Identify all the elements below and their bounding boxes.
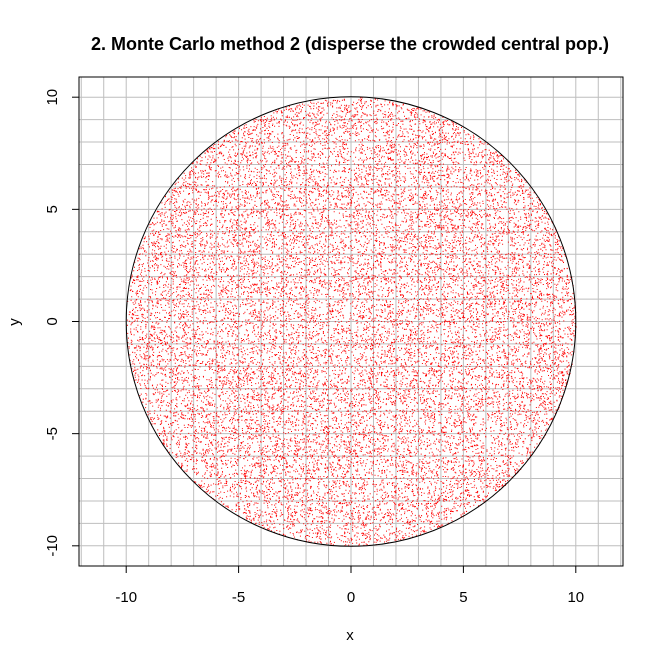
x-tick-label: 5 xyxy=(459,589,467,606)
y-tick-label: -5 xyxy=(44,427,61,440)
x-tick-label: -5 xyxy=(232,589,245,606)
chart-title: 2. Monte Carlo method 2 (disperse the cr… xyxy=(91,34,609,54)
x-axis: -10 -5 0 5 10 xyxy=(115,565,584,606)
y-tick-label: 5 xyxy=(44,205,61,213)
y-axis: -10 -5 0 5 10 xyxy=(44,89,80,557)
y-tick-label: -10 xyxy=(44,535,61,557)
y-axis-label: y xyxy=(6,318,23,326)
boundary-circle xyxy=(125,96,577,547)
y-tick-label: 10 xyxy=(44,89,61,106)
grid xyxy=(79,77,623,566)
points-layer xyxy=(127,97,577,547)
x-tick-label: 0 xyxy=(347,589,355,606)
x-tick-label: -10 xyxy=(115,589,137,606)
x-axis-label: x xyxy=(346,627,354,644)
x-tick-label: 10 xyxy=(567,589,584,606)
y-tick-label: 0 xyxy=(44,317,61,325)
scatter-points xyxy=(127,97,577,547)
